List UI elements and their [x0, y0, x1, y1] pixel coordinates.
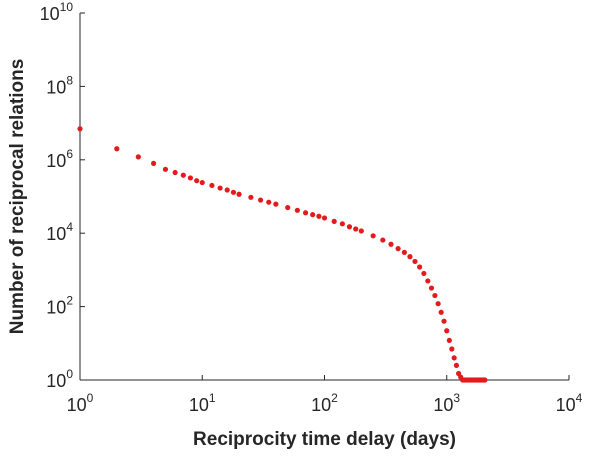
y-tick-label-1: 102 — [46, 294, 73, 318]
data-point-0-2 — [135, 154, 141, 160]
x-tick-label-1: 101 — [189, 391, 216, 415]
data-point-0-33 — [395, 246, 401, 252]
data-point-0-26 — [339, 221, 345, 227]
y-tick-label-4: 108 — [46, 73, 73, 97]
data-point-0-15 — [248, 194, 254, 200]
data-point-0-22 — [310, 212, 316, 218]
y-tick-label-3: 106 — [46, 147, 73, 171]
data-point-0-27 — [346, 224, 353, 230]
data-point-0-47 — [449, 346, 455, 352]
data-point-0-42 — [435, 301, 441, 307]
data-point-0-12 — [224, 187, 230, 193]
data-point-0-16 — [257, 197, 264, 203]
data-point-0-5 — [172, 169, 178, 176]
data-point-0-8 — [194, 178, 200, 184]
plot-area: 100 101 102 103 104 100 102 104 106 108 1010 — [40, 0, 583, 415]
data-point-0-23 — [316, 213, 322, 219]
x-tick-label-4: 104 — [556, 391, 583, 415]
data-point-0-4 — [162, 166, 169, 172]
data-point-0-21 — [302, 210, 309, 216]
data-point-0-13 — [230, 189, 237, 195]
x-tick-label-2: 102 — [311, 391, 338, 415]
data-point-0-35 — [407, 254, 413, 260]
data-point-0-38 — [421, 270, 427, 277]
data-point-0-45 — [444, 328, 450, 334]
y-axis-title: Number of reciprocal relations — [7, 59, 28, 335]
data-point-0-24 — [321, 215, 328, 221]
x-tick-label-0: 100 — [67, 391, 94, 415]
y-tick-label-0: 100 — [46, 367, 73, 391]
x-tick-label-3: 103 — [433, 391, 460, 415]
data-point-0-66 — [482, 377, 488, 383]
data-point-0-6 — [180, 172, 186, 178]
x-axis-title: Reciprocity time delay (days) — [193, 429, 456, 450]
data-point-0-44 — [441, 318, 447, 324]
data-point-0-34 — [401, 249, 407, 255]
data-point-0-46 — [446, 337, 452, 343]
data-point-0-31 — [380, 237, 386, 243]
data-point-0-11 — [217, 185, 223, 191]
data-point-0-43 — [438, 309, 444, 315]
data-point-0-14 — [236, 191, 242, 197]
data-point-0-7 — [187, 175, 194, 181]
data-point-0-30 — [370, 233, 376, 239]
data-point-0-25 — [331, 218, 337, 224]
ticks: 100 101 102 103 104 100 102 104 106 108 1010 — [40, 0, 583, 415]
data-point-0-29 — [358, 228, 364, 234]
y-tick-label-5: 1010 — [40, 0, 74, 24]
data-point-0-0 — [77, 126, 83, 132]
data-point-0-19 — [285, 204, 291, 211]
data-point-0-20 — [294, 207, 300, 213]
data-point-0-10 — [209, 182, 215, 189]
data-point-0-1 — [114, 146, 120, 152]
data-point-0-18 — [273, 201, 279, 207]
data-point-0-37 — [417, 264, 423, 270]
data-point-0-39 — [425, 278, 431, 284]
data-point-0-36 — [412, 258, 418, 265]
data-point-0-32 — [388, 241, 394, 247]
y-tick-label-2: 104 — [46, 220, 73, 244]
data-point-0-48 — [451, 355, 457, 361]
data-point-0-3 — [151, 160, 157, 166]
data-point-0-49 — [453, 362, 460, 368]
data-point-0-41 — [432, 292, 438, 299]
data-point-0-17 — [266, 199, 272, 205]
data-point-0-28 — [353, 226, 359, 232]
data-point-0-40 — [428, 285, 435, 291]
data-point-0-9 — [199, 179, 205, 186]
data-points — [77, 126, 488, 383]
